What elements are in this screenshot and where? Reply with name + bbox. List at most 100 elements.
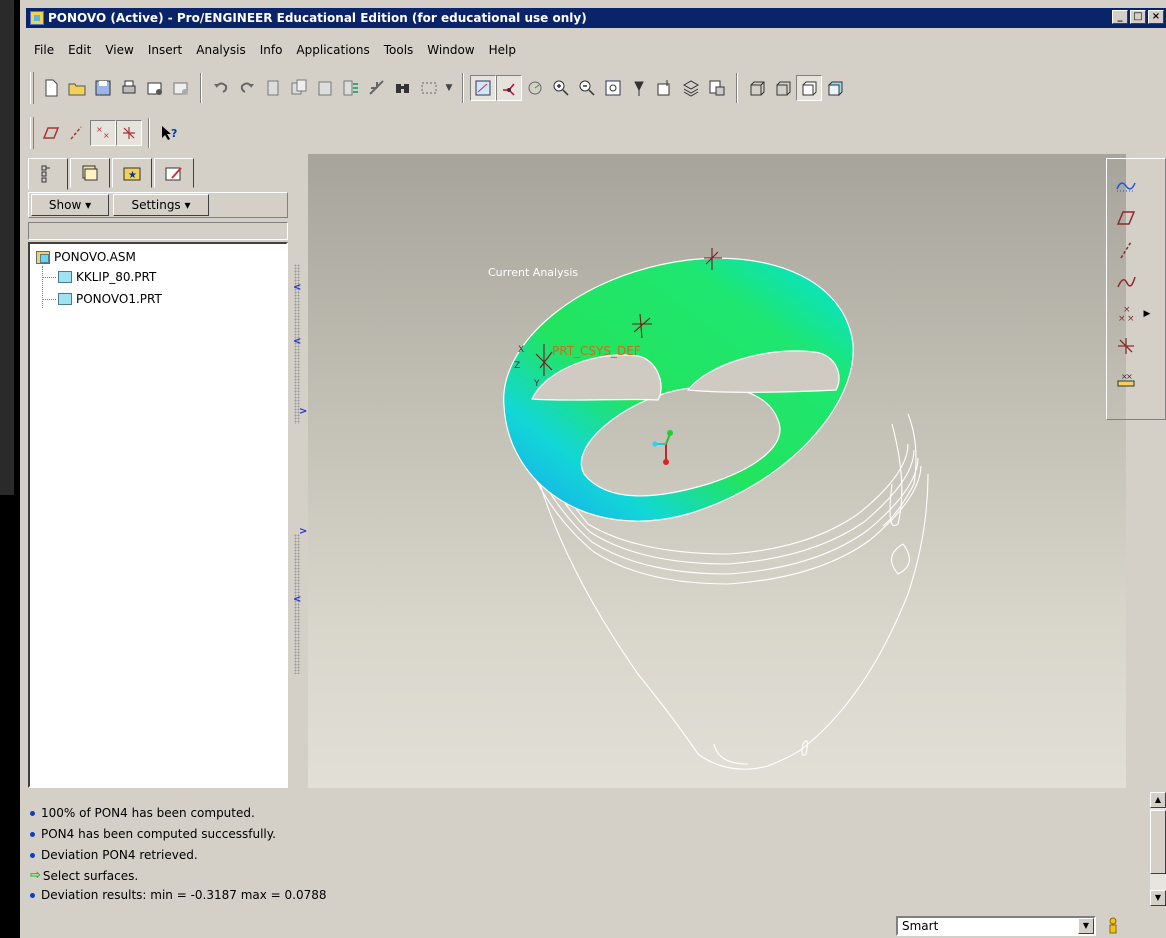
chevron-down-icon[interactable]: ▼ [445, 83, 453, 93]
curve-analysis-icon[interactable] [1113, 173, 1139, 199]
message-text: 100% of PON4 has been computed. [41, 806, 255, 820]
datum-axis-display-icon[interactable] [64, 120, 90, 146]
send-link-icon[interactable] [168, 75, 194, 101]
paste-special-icon[interactable] [338, 75, 364, 101]
toolbar-separator [462, 73, 464, 103]
show-dropdown[interactable]: Show ▾ [31, 194, 109, 216]
proe-window: PONOVO (Active) - Pro/ENGINEER Education… [20, 0, 1166, 938]
collapse-arrow-icon[interactable]: < [293, 282, 302, 293]
no-hidden-icon[interactable] [796, 75, 822, 101]
tab-connections[interactable] [154, 158, 194, 188]
zoom-out-icon[interactable] [574, 75, 600, 101]
part-icon [58, 271, 72, 283]
datum-tools-toolbar: × × × ▶ × × [1106, 158, 1166, 420]
expand-arrow-icon[interactable]: > [299, 406, 308, 417]
toolbar-grip[interactable] [30, 117, 34, 149]
menu-info[interactable]: Info [259, 43, 283, 57]
collapse-arrow-icon[interactable]: < [293, 594, 302, 605]
selection-filter-select[interactable]: Smart ▼ [896, 916, 1096, 936]
csys-display-icon[interactable] [116, 120, 142, 146]
open-file-icon[interactable] [64, 75, 90, 101]
scroll-thumb[interactable] [1150, 810, 1166, 874]
close-button[interactable]: × [1148, 10, 1164, 24]
menu-window[interactable]: Window [427, 43, 475, 57]
saved-views-icon[interactable] [652, 75, 678, 101]
menu-applications[interactable]: Applications [296, 43, 370, 57]
orient-mode-icon[interactable] [522, 75, 548, 101]
flyout-arrow-icon[interactable]: ▶ [1143, 309, 1151, 319]
collapse-arrow-icon[interactable]: < [293, 336, 302, 347]
layers-icon[interactable] [678, 75, 704, 101]
message-line: PON4 has been computed successfully. [30, 827, 276, 841]
analysis-display-icon[interactable] [470, 75, 496, 101]
paste-icon[interactable] [312, 75, 338, 101]
maximize-button[interactable]: □ [1130, 10, 1146, 24]
navigator-tabs: ★ [28, 158, 194, 190]
datum-plane-icon[interactable] [1113, 205, 1139, 231]
datum-point-icon[interactable]: × × × [1113, 301, 1139, 327]
datum-point-display-icon[interactable]: × × [90, 120, 116, 146]
toolbar-grip[interactable] [30, 72, 34, 104]
svg-text:×: × [1127, 314, 1135, 324]
menu-tools[interactable]: Tools [383, 43, 414, 57]
find-icon[interactable] [390, 75, 416, 101]
menu-edit[interactable]: Edit [68, 43, 92, 57]
csys-y-label: Y [533, 379, 540, 389]
regenerate-icon[interactable] [364, 75, 390, 101]
status-bar: Smart ▼ [26, 908, 1166, 938]
tree-item-child[interactable]: KKLIP_80.PRT [58, 270, 156, 284]
new-file-icon[interactable] [38, 75, 64, 101]
connections-icon [165, 167, 182, 181]
message-scrollbar[interactable]: ▲ ▼ [1150, 792, 1166, 906]
hidden-line-icon[interactable] [770, 75, 796, 101]
title-bar: PONOVO (Active) - Pro/ENGINEER Education… [26, 8, 1166, 28]
svg-text:★: ★ [128, 170, 137, 181]
redo-icon[interactable] [234, 75, 260, 101]
menu-view[interactable]: View [105, 43, 134, 57]
tree-item-root[interactable]: PONOVO.ASM [36, 250, 136, 264]
context-help-icon[interactable]: ? [156, 120, 182, 146]
piston-wireframe [536, 413, 929, 770]
expand-arrow-icon[interactable]: > [299, 526, 308, 537]
navigator-sash[interactable]: < < > > < [289, 154, 307, 788]
menu-analysis[interactable]: Analysis [196, 43, 246, 57]
settings-dropdown[interactable]: Settings ▾ [113, 194, 209, 216]
csys-icon[interactable] [1113, 333, 1139, 359]
datum-axis-icon[interactable] [1113, 237, 1139, 263]
chevron-down-icon[interactable]: ▼ [1078, 918, 1094, 934]
minimize-button[interactable]: _ [1112, 10, 1128, 24]
zoom-in-icon[interactable] [548, 75, 574, 101]
spin-center-icon[interactable] [496, 75, 522, 101]
tab-model-tree[interactable] [28, 158, 68, 190]
graphics-window[interactable]: X Z Y Current Analysis PRT_CSYS_DEF [308, 154, 1126, 788]
undo-icon[interactable] [208, 75, 234, 101]
refit-icon[interactable] [600, 75, 626, 101]
wireframe-icon[interactable] [744, 75, 770, 101]
save-icon[interactable] [90, 75, 116, 101]
datum-plane-display-icon[interactable] [38, 120, 64, 146]
analysis-feature-icon[interactable]: × × [1113, 365, 1139, 391]
datum-curve-icon[interactable] [1113, 269, 1139, 295]
tab-favorites[interactable]: ★ [112, 158, 152, 188]
selection-box-icon[interactable] [416, 75, 442, 101]
tree-item-label: PONOVO.ASM [54, 250, 136, 264]
scroll-down-icon[interactable]: ▼ [1150, 890, 1166, 906]
reorient-icon[interactable] [626, 75, 652, 101]
copy-icon[interactable] [286, 75, 312, 101]
print-icon[interactable] [116, 75, 142, 101]
send-mail-icon[interactable] [142, 75, 168, 101]
menu-insert[interactable]: Insert [147, 43, 183, 57]
menu-file[interactable]: File [34, 43, 55, 57]
menu-help[interactable]: Help [488, 43, 516, 57]
scroll-up-icon[interactable]: ▲ [1150, 792, 1166, 808]
view-manager-icon[interactable] [704, 75, 730, 101]
model-tree: PONOVO.ASM KKLIP_80.PRT PONOVO1.PRT [28, 242, 288, 788]
toolbar-separator [148, 118, 150, 148]
tree-item-child[interactable]: PONOVO1.PRT [58, 292, 162, 306]
shading-icon[interactable] [822, 75, 848, 101]
cut-icon[interactable] [260, 75, 286, 101]
tree-connector [42, 299, 56, 300]
part-icon [58, 293, 72, 305]
tab-layers[interactable] [70, 158, 110, 188]
svg-text:×: × [103, 131, 110, 140]
